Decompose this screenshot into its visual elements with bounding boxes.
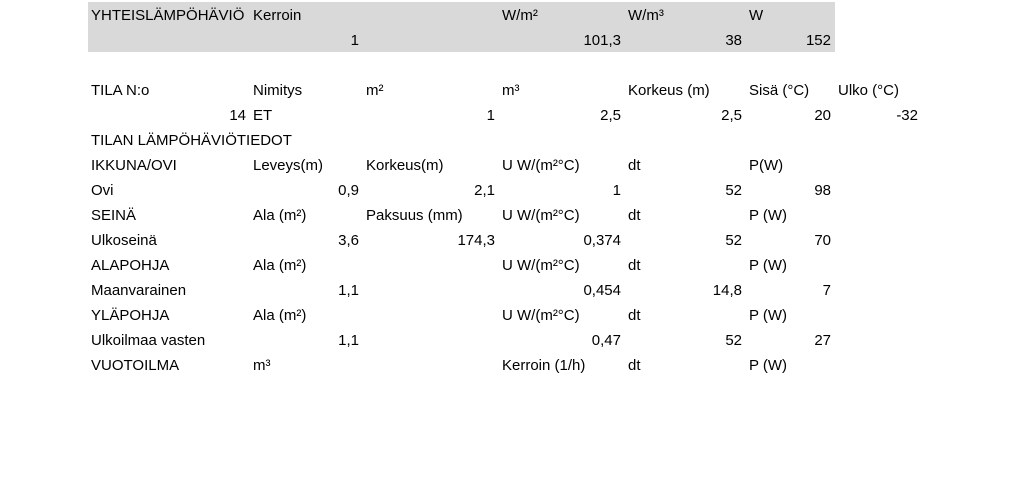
- cell: YLÄPOHJA: [91, 307, 170, 324]
- cell: 101,3: [583, 32, 621, 49]
- cell: -32: [896, 107, 918, 124]
- cell: m²: [366, 82, 384, 99]
- cell: 98: [814, 182, 831, 199]
- cell: 2,5: [600, 107, 621, 124]
- cell: Ala (m²): [253, 307, 307, 324]
- cell: 174,3: [457, 232, 495, 249]
- cell: 1,1: [338, 332, 359, 349]
- cell: 1,1: [338, 282, 359, 299]
- cell: 2,1: [474, 182, 495, 199]
- cell: 20: [814, 107, 831, 124]
- cell: Ulkoseinä: [91, 232, 157, 249]
- cell: Sisä (°C): [749, 82, 810, 99]
- cell: dt: [628, 157, 641, 174]
- cell: P (W): [749, 207, 788, 224]
- cell: P (W): [749, 257, 788, 274]
- cell: dt: [628, 357, 641, 374]
- cell: Ulkoilmaa vasten: [91, 332, 206, 349]
- cell: 0,9: [338, 182, 359, 199]
- cell: W/m³: [628, 7, 664, 24]
- cell: 1: [486, 107, 495, 124]
- cell: dt: [628, 207, 641, 224]
- cell: U W/(m²°C): [502, 157, 580, 174]
- cell: Ala (m²): [253, 257, 307, 274]
- cell: 0,374: [583, 232, 621, 249]
- cell: Paksuus (mm): [366, 207, 463, 224]
- cell: TILA N:o: [91, 82, 150, 99]
- cell: 3,6: [338, 232, 359, 249]
- cell: Ulko (°C): [838, 82, 899, 99]
- cell: Maanvarainen: [91, 282, 187, 299]
- cell: 52: [725, 232, 742, 249]
- cell: U W/(m²°C): [502, 257, 580, 274]
- cell: 27: [814, 332, 831, 349]
- cell: 1: [350, 32, 359, 49]
- cell: Korkeus(m): [366, 157, 444, 174]
- cell: dt: [628, 307, 641, 324]
- cell: 70: [814, 232, 831, 249]
- cell: Nimitys: [253, 82, 303, 99]
- cell: W/m²: [502, 7, 538, 24]
- cell: VUOTOILMA: [91, 357, 180, 374]
- cell: SEINÄ: [91, 207, 137, 224]
- cell: W: [749, 7, 764, 24]
- cell: 14,8: [712, 282, 742, 299]
- cell: 0,47: [591, 332, 621, 349]
- cell: Ovi: [91, 182, 114, 199]
- cell: 52: [725, 332, 742, 349]
- cell: IKKUNA/OVI: [91, 157, 177, 174]
- cell: P (W): [749, 357, 788, 374]
- cell: 0,454: [583, 282, 621, 299]
- cell: dt: [628, 257, 641, 274]
- cell: Ala (m²): [253, 207, 307, 224]
- cell: ALAPOHJA: [91, 257, 170, 274]
- cell: 38: [725, 32, 742, 49]
- cell: m³: [502, 82, 520, 99]
- cell: 14: [229, 107, 246, 124]
- cell: Kerroin: [253, 7, 302, 24]
- cell: Leveys(m): [253, 157, 324, 174]
- highlight: [88, 2, 835, 52]
- cell: 1: [612, 182, 621, 199]
- cell: m³: [253, 357, 271, 374]
- cell: P(W): [749, 157, 784, 174]
- cell: 7: [822, 282, 831, 299]
- cell: U W/(m²°C): [502, 207, 580, 224]
- cell: Korkeus (m): [628, 82, 710, 99]
- cell: Kerroin (1/h): [502, 357, 586, 374]
- cell: 152: [805, 32, 831, 49]
- cell: TILAN LÄMPÖHÄVIÖTIEDOT: [91, 132, 292, 149]
- cell: 2,5: [721, 107, 742, 124]
- cell: YHTEISLÄMPÖHÄVIÖ: [91, 7, 245, 24]
- cell: P (W): [749, 307, 788, 324]
- cell: U W/(m²°C): [502, 307, 580, 324]
- cell: 52: [725, 182, 742, 199]
- cell: ET: [253, 107, 273, 124]
